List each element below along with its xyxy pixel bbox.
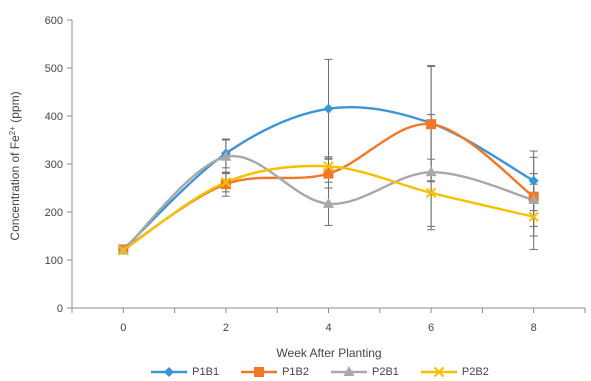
x-marker-stroke [433, 366, 445, 378]
x-marker-stroke [323, 161, 334, 172]
data-point-p2b2 [425, 187, 437, 199]
y-axis-title-main: Concentration of Fe [8, 135, 22, 241]
y-tick-label: 500 [45, 63, 63, 75]
data-point-p2b1 [425, 166, 437, 177]
legend-swatch-p2b2 [420, 366, 457, 378]
legend-item-p2b2: P2B2 [420, 364, 489, 380]
y-tick-label: 100 [45, 255, 63, 267]
y-tick-label: 0 [57, 303, 63, 315]
legend-marker-p1b1 [164, 367, 175, 377]
data-point-p1b2 [426, 119, 437, 130]
series-line-p2b1 [122, 154, 535, 252]
data-point-p2b2 [220, 177, 232, 188]
x-marker-stroke [528, 211, 539, 223]
y-tick-label: 200 [45, 207, 63, 219]
x-axis-ticks: 0 2 4 6 8 [71, 308, 586, 334]
y-axis-title: Concentration of Fe2+ (ppm) [8, 91, 23, 240]
data-point-p2b2 [528, 211, 539, 223]
x-tick-label: 4 [325, 322, 331, 334]
data-point-p2b1 [220, 150, 232, 161]
y-axis-title-superscript: 2+ [8, 126, 17, 135]
y-axis-ticks: 0 100 200 300 400 500 600 [45, 15, 72, 315]
x-marker-stroke [425, 187, 437, 199]
data-point-p1b2 [220, 179, 231, 190]
legend-marker-p2b2 [433, 366, 445, 378]
line-chart: 0 100 200 300 400 500 600 0 2 4 6 8 Week After Pla… [8, 15, 586, 360]
x-tick-label: 8 [531, 322, 537, 334]
x-marker-stroke [118, 245, 129, 256]
data-point-p2b2 [323, 161, 334, 172]
data-point-p2b1 [528, 194, 540, 204]
legend-marker-p1b2 [254, 367, 265, 377]
data-point-p1b1 [528, 175, 539, 186]
x-tick-label: 2 [223, 322, 229, 334]
y-tick-label: 400 [45, 111, 63, 123]
legend-marker-p2b1 [343, 366, 355, 376]
legend-label: P2B1 [372, 366, 399, 378]
legend-item-p2b1: P2B1 [331, 364, 399, 380]
y-axis-title-unit: (ppm) [8, 91, 22, 126]
legend-label: P1B1 [192, 366, 220, 378]
data-point-p2b2 [118, 245, 129, 256]
data-point-p1b1 [323, 103, 334, 114]
data-point-p1b2 [323, 168, 334, 179]
x-tick-label: 0 [120, 322, 126, 334]
legend-item-p1b2: P1B2 [241, 364, 309, 380]
x-marker-stroke [220, 177, 232, 188]
legend-item-p1b1: P1B1 [151, 364, 219, 380]
legend-swatch-p2b1 [331, 366, 367, 376]
legend-label: P1B2 [282, 366, 309, 378]
x-axis-title: Week After Planting [276, 346, 381, 360]
legend: P1B1 P1B2 P2B1 P2B2 [110, 364, 530, 380]
legend-label: P2B2 [461, 366, 489, 378]
x-tick-label: 6 [428, 322, 434, 334]
y-tick-label: 300 [45, 159, 63, 171]
series-markers [117, 103, 540, 256]
legend-swatch-p1b1 [151, 367, 188, 377]
y-tick-label: 600 [45, 15, 63, 27]
data-point-p2b1 [323, 197, 334, 208]
legend-swatch-p1b2 [241, 367, 278, 377]
